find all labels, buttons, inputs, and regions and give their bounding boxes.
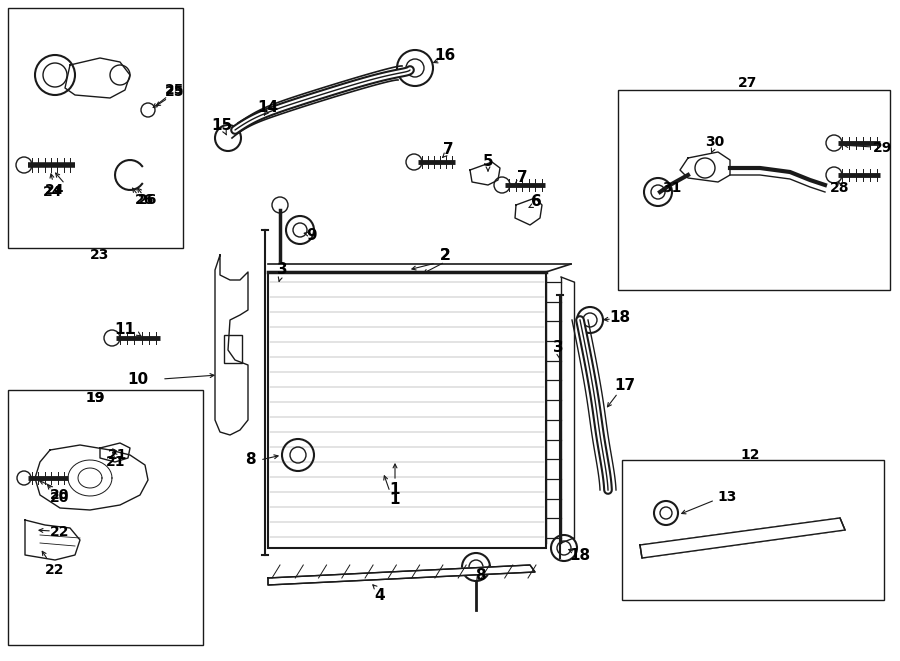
Text: 18: 18 (609, 311, 631, 325)
Text: 8: 8 (474, 568, 485, 582)
Text: 1: 1 (390, 483, 400, 498)
Text: 2: 2 (439, 247, 450, 262)
Polygon shape (640, 518, 845, 558)
Text: 21: 21 (106, 455, 126, 469)
Circle shape (397, 50, 433, 86)
Text: 11: 11 (114, 323, 136, 338)
Text: 15: 15 (212, 118, 232, 132)
Text: 8: 8 (245, 453, 256, 467)
Circle shape (577, 307, 603, 333)
Text: 14: 14 (257, 100, 279, 116)
Text: 25: 25 (166, 83, 184, 97)
Text: 3: 3 (276, 262, 287, 278)
Text: 7: 7 (443, 143, 454, 157)
Text: 24: 24 (43, 185, 63, 199)
Text: 13: 13 (717, 490, 737, 504)
Text: 22: 22 (50, 525, 70, 539)
Text: 2: 2 (439, 247, 450, 262)
Text: 1: 1 (390, 492, 400, 508)
Text: 30: 30 (706, 135, 724, 149)
Text: 21: 21 (108, 448, 128, 462)
Text: 26: 26 (139, 193, 158, 207)
Text: 22: 22 (45, 563, 65, 577)
Text: 29: 29 (873, 141, 893, 155)
Circle shape (551, 535, 577, 561)
Text: 4: 4 (374, 588, 385, 602)
Text: 6: 6 (531, 194, 542, 210)
Text: 9: 9 (307, 227, 318, 243)
Bar (618, 90, 890, 290)
Bar (8, 8, 183, 248)
Circle shape (462, 553, 490, 581)
Text: 24: 24 (45, 183, 65, 197)
Text: 18: 18 (570, 547, 590, 563)
Bar (622, 460, 884, 600)
Polygon shape (268, 565, 535, 585)
Text: 17: 17 (615, 377, 635, 393)
Text: 16: 16 (435, 48, 455, 63)
Text: 19: 19 (86, 391, 104, 405)
Text: 27: 27 (738, 76, 758, 90)
Circle shape (215, 125, 241, 151)
Text: 25: 25 (166, 85, 184, 99)
Text: 26: 26 (135, 193, 155, 207)
Text: 23: 23 (90, 248, 110, 262)
Circle shape (286, 216, 314, 244)
Text: 20: 20 (50, 491, 69, 505)
Bar (8, 390, 203, 645)
Circle shape (282, 439, 314, 471)
Text: 19: 19 (86, 391, 104, 405)
Text: 12: 12 (740, 448, 760, 462)
Bar (268, 272, 546, 548)
Circle shape (654, 501, 678, 525)
Text: 28: 28 (830, 181, 850, 195)
Text: 10: 10 (128, 373, 148, 387)
Text: 7: 7 (517, 171, 527, 186)
Text: 5: 5 (482, 155, 493, 169)
Text: 31: 31 (662, 181, 681, 195)
Circle shape (644, 178, 672, 206)
Text: 20: 20 (50, 488, 69, 502)
Text: 3: 3 (553, 340, 563, 356)
Bar (224, 335, 242, 363)
